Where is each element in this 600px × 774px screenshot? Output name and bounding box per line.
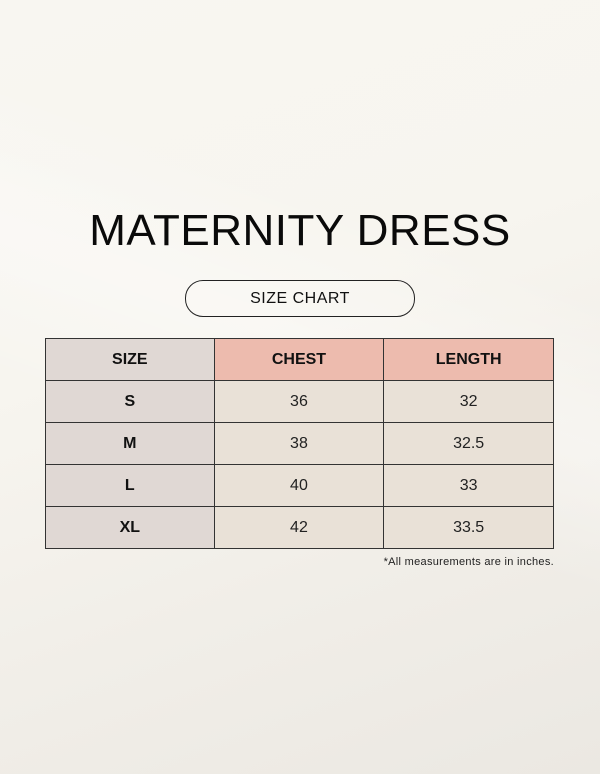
chest-cell: 40 xyxy=(213,464,385,507)
size-chart-label-text: SIZE CHART xyxy=(250,289,350,307)
size-cell: L xyxy=(45,464,215,507)
length-cell: 32 xyxy=(383,380,554,423)
table-row: XL 42 33.5 xyxy=(45,506,554,549)
header-chest: CHEST xyxy=(213,338,385,381)
table-row: M 38 32.5 xyxy=(45,422,554,465)
size-chart-label: SIZE CHART xyxy=(185,280,415,317)
header-size: SIZE xyxy=(45,338,215,381)
size-table: SIZE CHEST LENGTH S 36 32 M 38 32.5 L 40… xyxy=(45,338,554,549)
size-cell: XL xyxy=(45,506,215,549)
size-cell: S xyxy=(45,380,215,423)
page-title: MATERNITY DRESS xyxy=(89,206,511,255)
length-cell: 33 xyxy=(383,464,554,507)
length-cell: 32.5 xyxy=(383,422,554,465)
size-cell: M xyxy=(45,422,215,465)
chest-cell: 42 xyxy=(213,506,385,549)
table-row: L 40 33 xyxy=(45,464,554,507)
chest-cell: 38 xyxy=(213,422,385,465)
table-header-row: SIZE CHEST LENGTH xyxy=(45,338,554,381)
table-row: S 36 32 xyxy=(45,380,554,423)
chest-cell: 36 xyxy=(213,380,385,423)
length-cell: 33.5 xyxy=(383,506,554,549)
header-length: LENGTH xyxy=(383,338,554,381)
measurement-note: *All measurements are in inches. xyxy=(383,556,554,568)
